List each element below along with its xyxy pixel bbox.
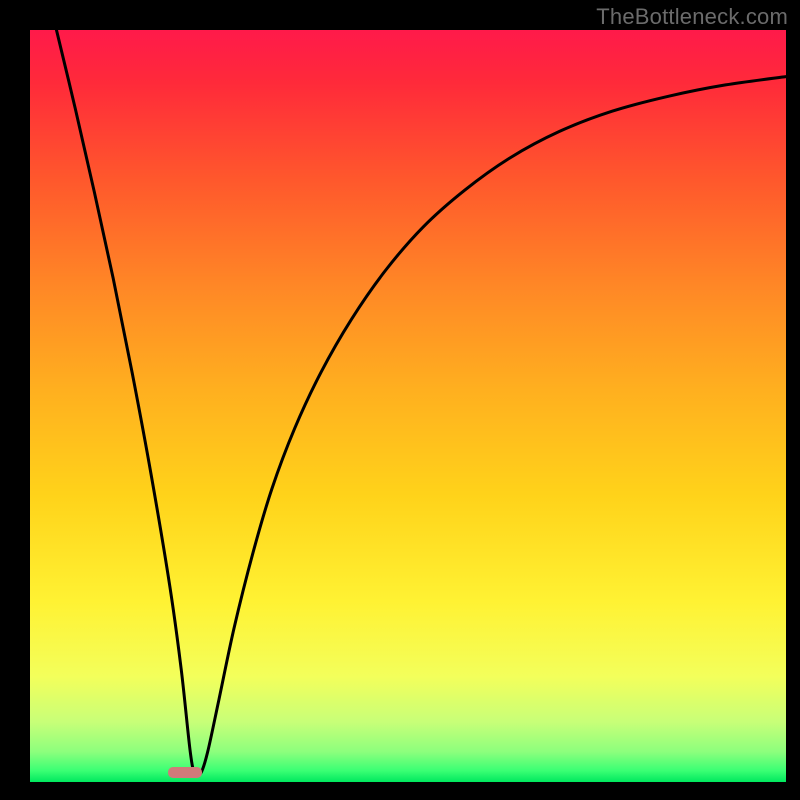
plot-area	[30, 30, 786, 782]
optimal-point-marker	[168, 767, 202, 778]
bottleneck-curve	[30, 30, 786, 782]
chart-frame: TheBottleneck.com	[0, 0, 800, 800]
watermark-text: TheBottleneck.com	[596, 4, 788, 30]
bottleneck-curve-path	[56, 30, 786, 776]
